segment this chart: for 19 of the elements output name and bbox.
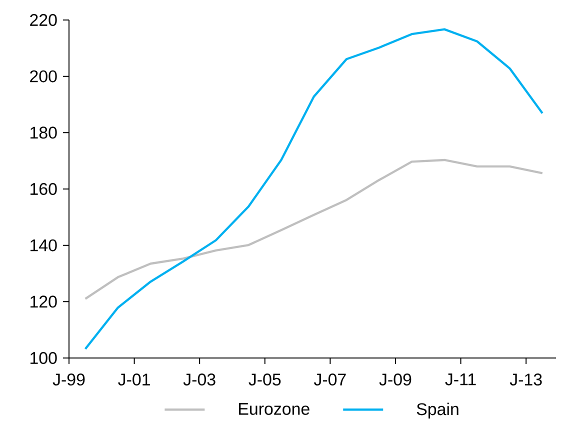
x-tick-label: J-03	[183, 374, 216, 386]
x-tick-label: J-13	[510, 374, 542, 386]
y-tick-label: 200	[30, 70, 57, 82]
x-tick-label: J-09	[379, 374, 412, 386]
x-tick-label: J-05	[248, 374, 281, 386]
x-tick-label: J-01	[118, 374, 150, 386]
y-tick-label: 180	[30, 126, 57, 139]
line-series	[84, 158, 544, 300]
x-tick-label: J-11	[445, 374, 476, 386]
legend-label: Spain	[416, 402, 458, 419]
y-tick-label: 120	[30, 296, 57, 308]
x-tick-label: J-99	[52, 374, 85, 386]
legend-label: Eurozone	[239, 403, 310, 415]
x-tick-label: J-07	[314, 374, 346, 386]
y-tick-label: 140	[30, 239, 57, 252]
y-tick-label: 220	[30, 14, 57, 26]
y-tick-label: 100	[30, 352, 57, 364]
line-series	[84, 28, 544, 350]
y-tick-label: 160	[30, 183, 57, 195]
